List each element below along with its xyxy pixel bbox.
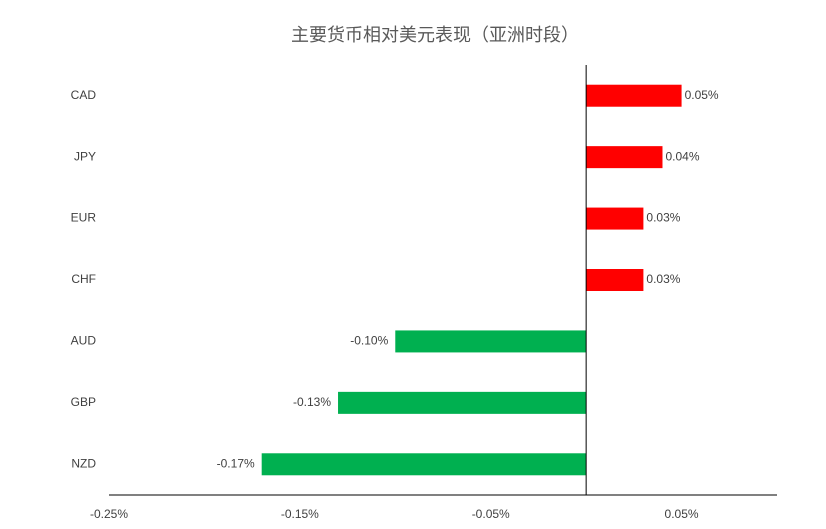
x-tick-label: 0.05% [665,507,699,521]
bar [586,84,682,107]
y-tick-label: AUD [71,334,97,348]
y-tick-label: CAD [71,88,97,102]
value-label: -0.13% [293,395,331,409]
value-label: 0.05% [685,88,719,102]
chart-title: 主要货币相对美元表现（亚洲时段） [291,25,579,45]
value-label: 0.03% [646,272,680,286]
value-label: 0.03% [646,211,680,225]
y-tick-label: CHF [71,272,96,286]
y-tick-label: GBP [71,395,96,409]
value-label: -0.17% [217,456,255,470]
value-label: 0.04% [665,149,699,163]
y-tick-label: JPY [74,149,96,163]
bar [586,207,644,230]
bar [261,453,587,476]
y-tick-label: NZD [71,456,96,470]
bar [586,269,644,291]
bar [395,330,587,353]
bar [338,391,587,414]
y-tick-label: EUR [71,211,97,225]
value-label: -0.10% [350,334,388,348]
x-tick-label: -0.15% [281,507,319,521]
x-tick-label: -0.05% [472,507,510,521]
bar [586,146,663,169]
x-tick-label: -0.25% [90,507,128,521]
